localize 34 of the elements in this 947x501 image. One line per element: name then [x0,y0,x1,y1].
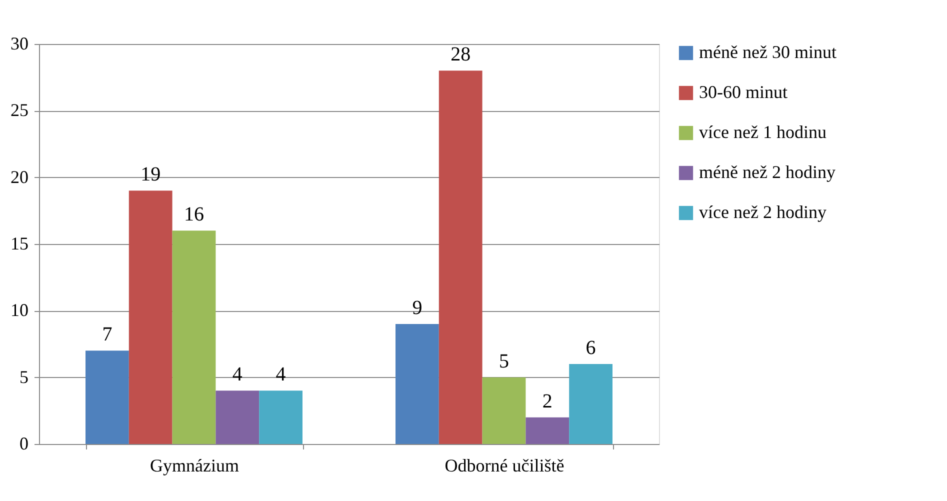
data-label: 19 [140,164,161,186]
legend-label: více než 1 hodinu [699,122,826,142]
y-tick-label: 30 [10,34,28,54]
x-tick-label: Odborné učiliště [444,456,564,476]
data-label: 2 [542,390,552,412]
data-label: 16 [184,204,204,226]
bar [216,390,260,444]
bar [172,230,216,444]
y-tick-label: 5 [20,366,28,387]
bar [482,377,526,444]
legend-label: méně než 2 hodiny [699,162,836,182]
bar [569,364,612,444]
data-label: 4 [276,364,286,386]
y-tick-label: 0 [20,434,28,454]
y-tick-label: 15 [10,234,28,254]
legend-label: méně než 30 minut [699,42,836,62]
data-label: 4 [232,364,242,386]
bar [259,390,302,444]
x-tick-label: Gymnázium [150,456,239,476]
legend-label: více než 2 hodiny [699,202,826,222]
data-label: 6 [586,337,596,359]
bar [526,417,570,444]
data-label: 9 [412,297,422,319]
bar [396,324,439,444]
data-label: 7 [102,324,112,346]
bar [86,350,129,444]
legend-label: 30-60 minut [699,82,788,102]
y-tick-label: 10 [10,300,28,320]
bar [438,70,482,444]
y-tick-label: 20 [10,166,28,187]
data-label: 28 [450,44,471,66]
bar [128,190,172,444]
y-tick-label: 25 [10,100,28,120]
data-label: 5 [499,350,509,372]
